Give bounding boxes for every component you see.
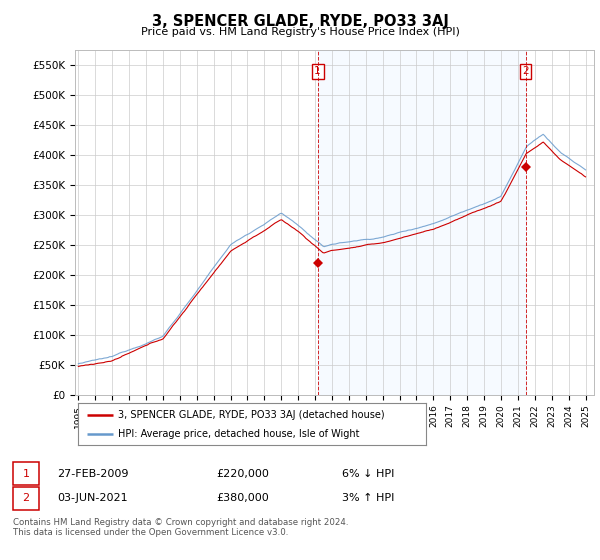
Text: 2: 2 bbox=[522, 67, 529, 76]
Text: 3% ↑ HPI: 3% ↑ HPI bbox=[342, 493, 394, 503]
Text: 2: 2 bbox=[23, 493, 29, 503]
Text: £380,000: £380,000 bbox=[216, 493, 269, 503]
Bar bbox=[317, 50, 526, 395]
Text: 27-FEB-2009: 27-FEB-2009 bbox=[57, 469, 128, 479]
Text: £220,000: £220,000 bbox=[216, 469, 269, 479]
FancyBboxPatch shape bbox=[13, 462, 39, 486]
Text: 1: 1 bbox=[314, 67, 321, 76]
Text: HPI: Average price, detached house, Isle of Wight: HPI: Average price, detached house, Isle… bbox=[118, 429, 359, 439]
Text: 3, SPENCER GLADE, RYDE, PO33 3AJ: 3, SPENCER GLADE, RYDE, PO33 3AJ bbox=[152, 14, 448, 29]
Text: Price paid vs. HM Land Registry's House Price Index (HPI): Price paid vs. HM Land Registry's House … bbox=[140, 27, 460, 37]
FancyBboxPatch shape bbox=[13, 487, 39, 510]
Text: 03-JUN-2021: 03-JUN-2021 bbox=[57, 493, 128, 503]
Text: 6% ↓ HPI: 6% ↓ HPI bbox=[342, 469, 394, 479]
Text: Contains HM Land Registry data © Crown copyright and database right 2024.
This d: Contains HM Land Registry data © Crown c… bbox=[13, 518, 349, 538]
Text: 1: 1 bbox=[23, 469, 29, 479]
Text: 3, SPENCER GLADE, RYDE, PO33 3AJ (detached house): 3, SPENCER GLADE, RYDE, PO33 3AJ (detach… bbox=[118, 409, 385, 419]
